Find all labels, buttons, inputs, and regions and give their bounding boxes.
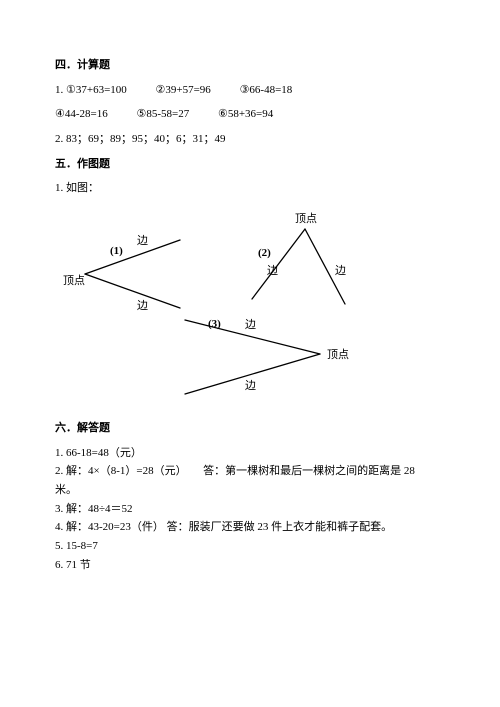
q1-eq1: ①37+63=100 [66, 81, 127, 100]
svg-text:边: 边 [137, 299, 148, 312]
svg-text:(3): (3) [208, 318, 221, 330]
figure-diagram: (1)顶点边边(2)顶点边边(3)顶点边边 [45, 204, 450, 411]
s5-q1: 1. 如图： [55, 179, 450, 198]
svg-text:顶点: 顶点 [63, 274, 85, 287]
svg-text:边: 边 [335, 264, 346, 277]
s6-l4: 4. 解：43-20=23（件） 答：服装厂还要做 23 件上衣才能和裤子配套。 [55, 518, 450, 537]
s6-l5: 5. 15-8=7 [55, 537, 450, 556]
svg-text:(2): (2) [258, 247, 271, 259]
svg-text:(1): (1) [110, 245, 123, 257]
q1-row2: ④44-28=16 ⑤85-58=27 ⑥58+36=94 [55, 105, 450, 124]
s6-l1: 1. 66-18=48（元） [55, 444, 450, 463]
svg-text:边: 边 [245, 379, 256, 392]
s6-l2: 2. 解：4×（8-1）=28（元） 答：第一棵树和最后一棵树之间的距离是 28 [55, 462, 450, 481]
s6-l2c: 米。 [55, 481, 450, 500]
s6-l2b: 答：第一棵树和最后一棵树之间的距离是 28 [203, 465, 415, 477]
svg-text:边: 边 [137, 234, 148, 247]
q1-eq2: ②39+57=96 [156, 81, 211, 100]
section-6-title: 六．解答题 [55, 419, 450, 438]
svg-text:边: 边 [245, 318, 256, 331]
q1-eq4: ④44-28=16 [55, 105, 108, 124]
s6-l6: 6. 71 节 [55, 556, 450, 575]
svg-text:顶点: 顶点 [327, 348, 349, 361]
q1-row1: 1. ①37+63=100 ②39+57=96 ③66-48=18 [55, 81, 450, 100]
q2-line: 2. 83；69；89；95；40；6；31；49 [55, 130, 450, 149]
page: 四．计算题 1. ①37+63=100 ②39+57=96 ③66-48=18 … [0, 0, 500, 574]
q1-eq6: ⑥58+36=94 [218, 105, 273, 124]
q1-eq5: ⑤85-58=27 [136, 105, 189, 124]
s6-l2a: 2. 解：4×（8-1）=28（元） [55, 465, 187, 477]
svg-text:顶点: 顶点 [295, 212, 317, 225]
section-5-title: 五．作图题 [55, 155, 450, 174]
section-4-title: 四．计算题 [55, 56, 450, 75]
s6-l3: 3. 解：48÷4＝52 [55, 500, 450, 519]
q1-prefix: 1. [55, 84, 66, 96]
svg-text:边: 边 [267, 264, 278, 277]
q1-eq3: ③66-48=18 [240, 81, 293, 100]
